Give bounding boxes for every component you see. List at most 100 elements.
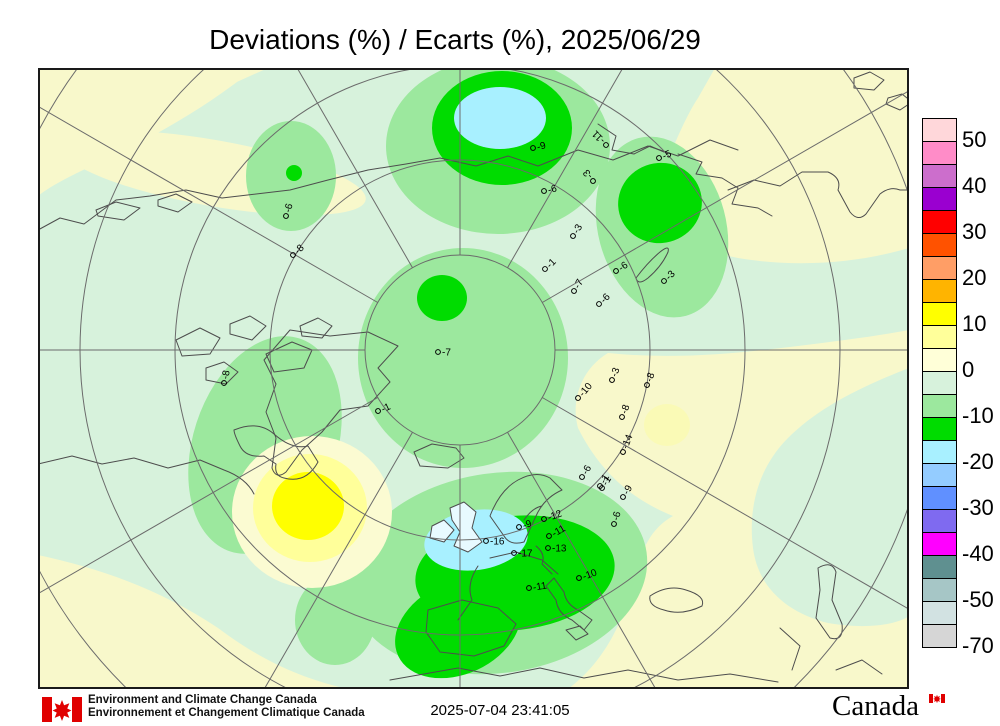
meridian-line xyxy=(507,432,678,726)
colorbar-cell xyxy=(923,487,956,510)
coast-greenland xyxy=(263,329,399,476)
colorbar-tick-label: -50 xyxy=(962,586,994,612)
station-value: -11 xyxy=(526,580,548,594)
svg-text:-7: -7 xyxy=(442,348,451,359)
coast-island-chain xyxy=(95,193,193,221)
colorbar-tick-label: -40 xyxy=(962,540,994,566)
colorbar-cell xyxy=(923,395,956,418)
footer: Environment and Climate Change Canada En… xyxy=(0,690,1000,726)
coast-ireland xyxy=(429,519,455,543)
colorbar-cell xyxy=(923,119,956,142)
colorbar-tick-label: -30 xyxy=(962,494,994,520)
colorbar xyxy=(922,118,957,648)
station-value: -9 xyxy=(530,140,548,153)
colorbar-cell xyxy=(923,625,956,647)
colorbar-cell xyxy=(923,257,956,280)
svg-text:-13: -13 xyxy=(552,544,567,555)
coast-iberia xyxy=(425,599,517,657)
svg-text:-8: -8 xyxy=(220,369,232,380)
colorbar-cell xyxy=(923,602,956,625)
svg-text:-8: -8 xyxy=(644,371,658,384)
station-value: -12 xyxy=(541,508,564,524)
colorbar-cell xyxy=(923,234,956,257)
contour-fills xyxy=(38,58,909,689)
page-title: Deviations (%) / Ecarts (%), 2025/06/29 xyxy=(209,24,701,55)
svg-text:-6: -6 xyxy=(547,183,559,196)
colorbar-cell xyxy=(923,556,956,579)
coast-italy xyxy=(545,577,593,641)
colorbar-tick-label: 20 xyxy=(962,264,987,290)
org-name: Environment and Climate Change Canada En… xyxy=(88,694,365,720)
svg-text:-3: -3 xyxy=(609,366,623,379)
coast-arctic-islands xyxy=(853,71,913,111)
station-value: -17 xyxy=(511,549,533,560)
station-value: -8 xyxy=(619,403,633,420)
svg-text:-10: -10 xyxy=(581,567,599,582)
canada-wordmark: Canada xyxy=(832,690,919,722)
colorbar-cell xyxy=(923,303,956,326)
station-value: -6 xyxy=(611,510,624,527)
coast-alaska xyxy=(677,153,910,218)
colorbar-cell xyxy=(923,188,956,211)
coast-europe-mainland xyxy=(457,545,559,621)
coast-black-sea xyxy=(649,587,704,613)
coast-novaya-zemlya xyxy=(635,247,669,283)
svg-text:-17: -17 xyxy=(518,549,533,560)
svg-text:-14: -14 xyxy=(620,433,635,451)
coast-scandinavia xyxy=(489,474,563,544)
colorbar-tick-label: -70 xyxy=(962,632,994,658)
meridian-line xyxy=(542,49,980,303)
colorbar-cell xyxy=(923,464,956,487)
svg-text:-6: -6 xyxy=(283,202,296,214)
coast-caspian-sea xyxy=(815,564,843,640)
station-value: -8 xyxy=(644,371,658,388)
station-value: -8 xyxy=(220,369,233,386)
station-value: -13 xyxy=(545,544,567,555)
svg-text:-6: -6 xyxy=(611,510,624,522)
map-frame xyxy=(38,68,909,689)
colorbar-tick-label: 0 xyxy=(962,356,975,382)
colorbar-cell xyxy=(923,280,956,303)
station-value: -14 xyxy=(620,433,636,455)
svg-text:-9: -9 xyxy=(536,140,548,153)
meridian-line xyxy=(242,432,413,726)
station-value: -16 xyxy=(483,537,505,548)
colorbar-tick-label: 10 xyxy=(962,310,987,336)
colorbar-tick-label: -20 xyxy=(962,448,994,474)
colorbar-cell xyxy=(923,579,956,602)
station-value: -3 xyxy=(609,366,623,383)
svg-text:-12: -12 xyxy=(546,508,564,523)
colorbar-cell xyxy=(923,142,956,165)
colorbar-cell xyxy=(923,372,956,395)
meridian-line xyxy=(542,397,980,651)
colorbar-cell xyxy=(923,533,956,556)
svg-text:-9: -9 xyxy=(521,518,534,532)
colorbar-cell xyxy=(923,418,956,441)
coast-iceland xyxy=(413,443,465,469)
generation-timestamp: 2025-07-04 23:41:05 xyxy=(430,702,570,719)
org-name-fr: Environnement et Changement Climatique C… xyxy=(88,707,365,719)
coast-canadian-archipelago xyxy=(175,315,333,385)
coast-okhotsk-siberia xyxy=(37,139,739,231)
colorbar-tick-label: 30 xyxy=(962,218,987,244)
colorbar-cell xyxy=(923,165,956,188)
svg-text:-8: -8 xyxy=(619,403,633,416)
coast-chukotka xyxy=(597,123,665,155)
station-value: -10 xyxy=(576,567,599,583)
station-value: -6 xyxy=(541,183,559,196)
colorbar-cell xyxy=(923,441,956,464)
colorbar-tick-label: 50 xyxy=(962,126,987,152)
station-value: -7 xyxy=(435,348,451,359)
svg-text:-11: -11 xyxy=(532,580,548,593)
station-value: -6 xyxy=(283,202,296,219)
coast-north-africa xyxy=(389,667,779,683)
svg-text:-16: -16 xyxy=(490,537,505,548)
org-name-en: Environment and Climate Change Canada xyxy=(88,694,317,706)
station-value: -9 xyxy=(516,518,534,532)
colorbar-cell xyxy=(923,510,956,533)
colorbar-cell xyxy=(923,326,956,349)
canada-flag-icon xyxy=(42,697,82,722)
canada-wordmark-flag-icon xyxy=(929,694,945,703)
